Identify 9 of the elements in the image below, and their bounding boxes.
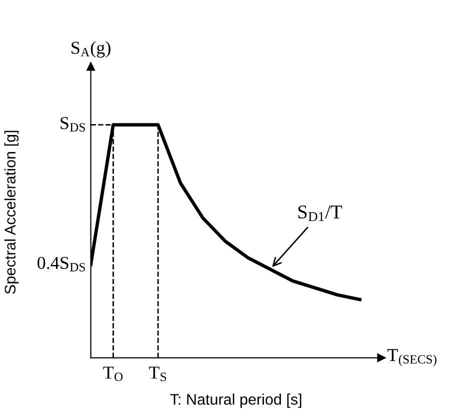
y-axis-title: Spectral Acceleration [g] [4,130,19,294]
ref-line-label: S$_{DS}$ [60,117,85,132]
x-axis-title: T: Natural period [s] [170,394,302,408]
x-tick-label: T$_{O}$ [103,366,123,382]
x-tick-label: T$_{S}$ [149,366,166,382]
text: 0.4S$_{DS}$ [38,256,85,272]
text: S$_{A}$(g) [72,41,110,58]
annotation: S$_{D1}$/T [298,205,342,222]
text: T$_{(SECS)}$ [388,349,436,366]
